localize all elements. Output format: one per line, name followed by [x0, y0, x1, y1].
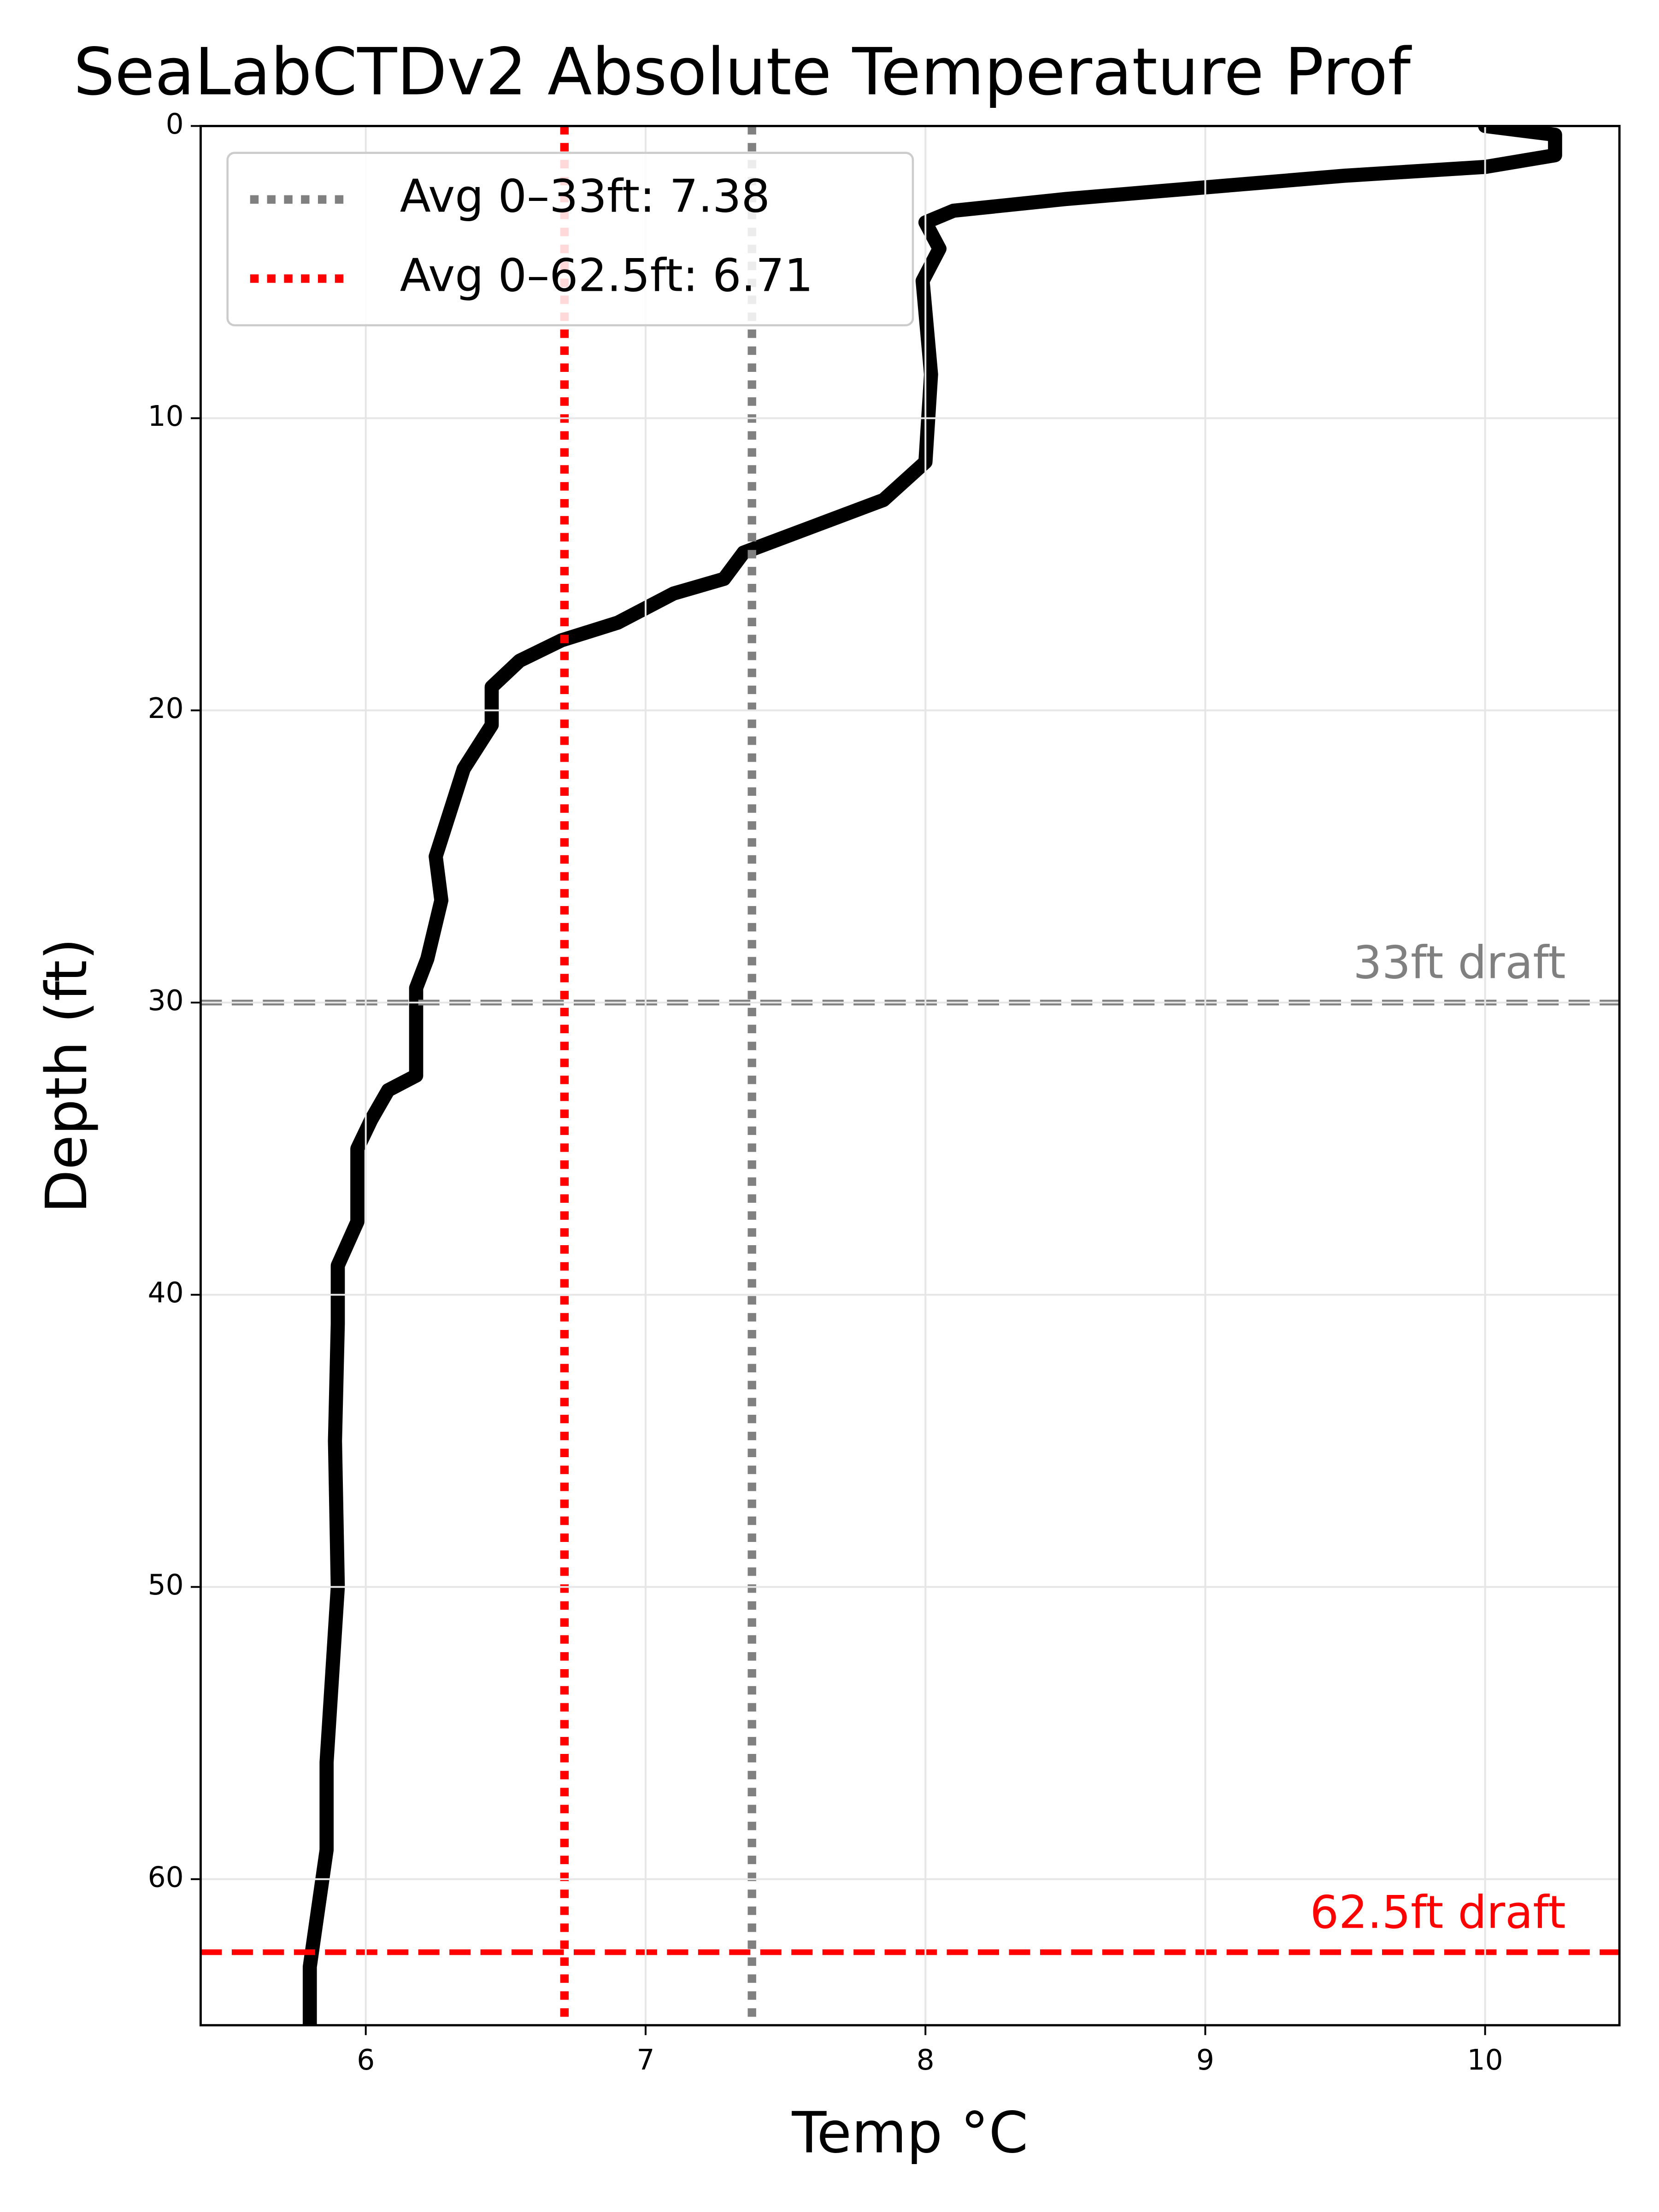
y-tick-label: 50	[148, 1569, 184, 1601]
x-tick-label: 9	[1196, 2044, 1214, 2077]
chart-title: SeaLabCTDv2 Absolute Temperature Prof	[73, 35, 1412, 110]
y-tick-label: 0	[166, 108, 184, 141]
legend-label: Avg 0–62.5ft: 6.71	[400, 249, 813, 302]
y-tick-label: 30	[148, 984, 184, 1017]
x-tick-label: 6	[357, 2044, 375, 2077]
x-tick-label: 8	[917, 2044, 935, 2077]
y-tick-label: 10	[148, 400, 184, 433]
draft-label: 62.5ft draft	[1310, 1886, 1566, 1939]
y-axis-label: Depth (ft)	[34, 938, 100, 1213]
legend-label: Avg 0–33ft: 7.38	[400, 171, 770, 223]
legend-box	[226, 152, 914, 327]
x-axis-label: Temp °C	[791, 2100, 1028, 2166]
y-tick-label: 60	[148, 1861, 184, 1894]
plot-frame	[199, 124, 1621, 2027]
y-tick-label: 40	[148, 1277, 184, 1309]
draft-label: 33ft draft	[1353, 937, 1565, 989]
x-tick-label: 7	[636, 2044, 654, 2077]
profile-line	[302, 126, 1562, 2025]
x-tick-label: 10	[1467, 2044, 1503, 2077]
y-tick-label: 20	[148, 692, 184, 725]
